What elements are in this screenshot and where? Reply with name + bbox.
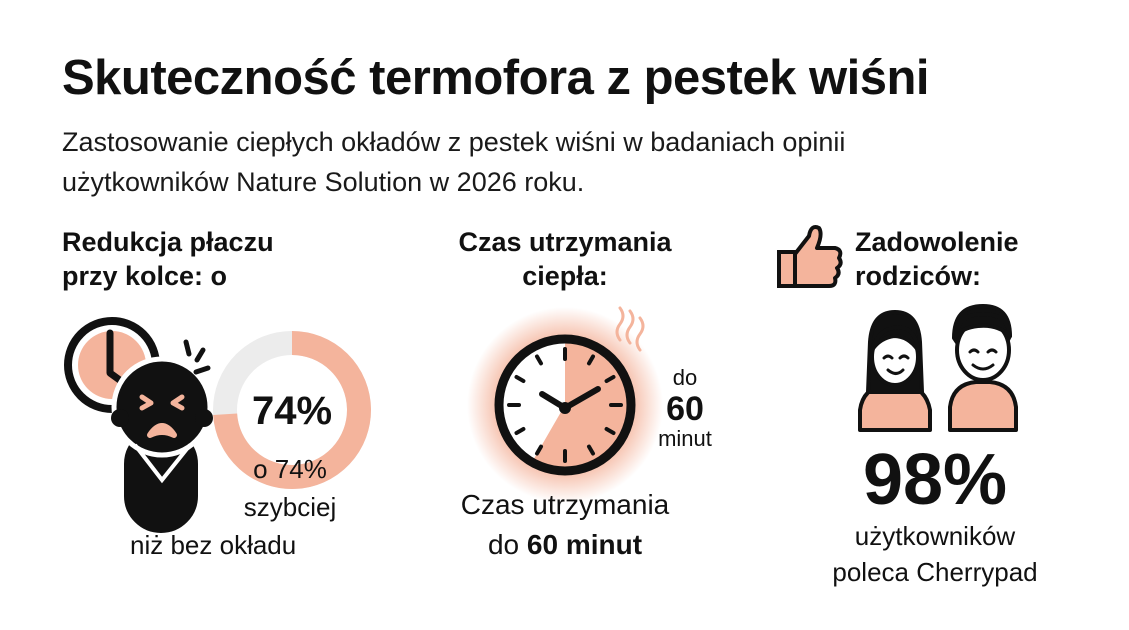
subtitle: Zastosowanie ciepłych okładów z pestek w…	[62, 122, 1082, 202]
caption-line: poleca Cherrypad	[832, 557, 1038, 587]
crying-heading: Redukcja płaczu przy kolce: o	[62, 225, 274, 293]
heat-heading: Czas utrzymania ciepła:	[415, 225, 715, 293]
side-label-unit: minut	[658, 426, 712, 451]
side-label-top: do	[672, 365, 698, 390]
heat-side-label: do 60 minut	[650, 365, 720, 451]
caption-line: Czas utrzymania	[460, 489, 670, 520]
donut-label: 74%	[252, 389, 332, 433]
heading-line: Redukcja płaczu	[62, 227, 274, 257]
satisfaction-caption: użytkowników poleca Cherrypad	[815, 518, 1055, 590]
steam-icon	[615, 306, 645, 352]
page-title: Skuteczność termofora z pestek wiśni	[62, 51, 930, 105]
clock-tick	[587, 354, 595, 366]
clock-tick	[535, 354, 543, 366]
clock-tick	[604, 375, 616, 383]
side-label-value: 60	[666, 390, 704, 428]
heading-line: Zadowolenie	[855, 227, 1019, 257]
parents-icon	[858, 304, 1018, 432]
warm-clock-icon	[494, 334, 636, 476]
clock-tick	[514, 375, 526, 383]
crying-baby-icon	[111, 339, 213, 537]
satisfaction-heading: Zadowolenie rodziców:	[855, 225, 1019, 293]
caption-bold: 60 minut	[526, 529, 643, 560]
clock-tick	[514, 427, 526, 435]
clock-tick	[604, 427, 616, 435]
caption-line: do 60 minut	[400, 525, 730, 565]
caption-line: szybciej	[243, 492, 337, 522]
clock-tick	[587, 444, 595, 456]
caption-line: użytkowników	[854, 521, 1016, 551]
heading-line: rodziców:	[855, 261, 981, 291]
crying-caption-top: o 74% szybciej	[210, 450, 370, 526]
subtitle-line: użytkowników Nature Solution w 2026 roku…	[62, 167, 585, 197]
clock-tick	[535, 444, 543, 456]
crying-illustration: 74%	[64, 317, 371, 537]
donut-chart: 74%	[213, 331, 371, 489]
warm-clock-illustration	[467, 306, 663, 503]
heading-line: Czas utrzymania	[458, 227, 672, 257]
caption-prefix: do	[487, 529, 527, 560]
heading-line: ciepła:	[522, 261, 608, 291]
thumbs-up-icon	[777, 225, 843, 288]
caption-line: o 74%	[253, 454, 327, 484]
donut-value-arc	[213, 331, 371, 489]
satisfaction-value: 98%	[862, 440, 1008, 520]
heat-caption: Czas utrzymania do 60 minut	[400, 485, 730, 565]
heading-line: przy kolce: o	[62, 261, 228, 291]
subtitle-line: Zastosowanie ciepłych okładów z pestek w…	[62, 127, 846, 157]
crying-caption-bottom: niż bez okładu	[130, 530, 297, 560]
